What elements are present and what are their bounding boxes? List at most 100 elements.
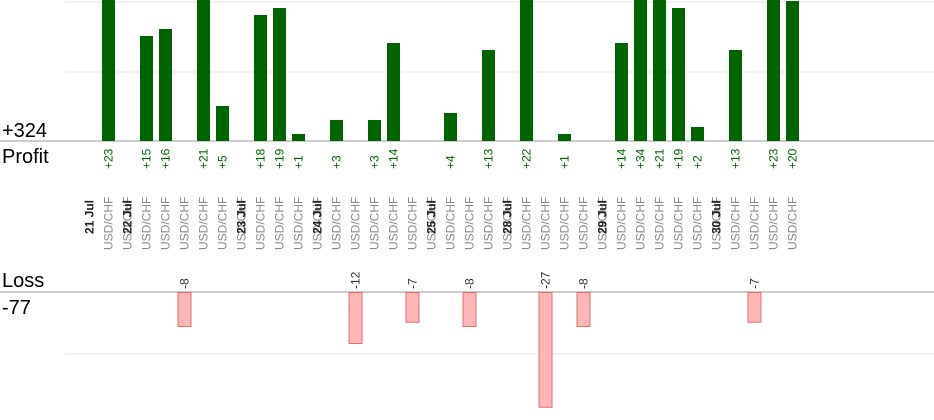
profit-bar xyxy=(387,43,400,141)
pair-label: USD/CHF xyxy=(368,197,382,250)
pair-label: USD/CHF xyxy=(159,197,173,250)
pair-label: USD/CHF xyxy=(330,197,344,250)
loss-label: Loss xyxy=(2,270,44,292)
pair-label: USD/CHF xyxy=(558,197,572,250)
profit-bar xyxy=(653,0,666,141)
pair-label: USD/CHF xyxy=(539,197,553,250)
loss-value-label: -7 xyxy=(748,278,762,289)
pair-label: USD/CHF xyxy=(710,197,724,250)
pair-label: USD/CHF xyxy=(140,197,154,250)
profit-bar xyxy=(254,15,267,141)
profit-bar xyxy=(216,106,229,141)
loss-value-label: -12 xyxy=(349,271,363,289)
pair-label: USD/CHF xyxy=(311,197,325,250)
loss-bar xyxy=(576,292,591,327)
pair-label: USD/CHF xyxy=(672,197,686,250)
profit-bar xyxy=(330,120,343,141)
pair-label: USD/CHF xyxy=(235,197,249,250)
date-label: 25 Jul xyxy=(425,200,439,234)
pair-label: USD/CHF xyxy=(596,197,610,250)
loss-bar xyxy=(747,292,762,323)
pair-label: USD/CHF xyxy=(406,197,420,250)
loss-value-label: -8 xyxy=(463,278,477,289)
profit-bar xyxy=(292,134,305,141)
pair-label: USD/CHF xyxy=(786,197,800,250)
pair-label: USD/CHF xyxy=(520,197,534,250)
profit-value-label: +21 xyxy=(653,148,667,169)
profit-bar xyxy=(691,127,704,141)
loss-bar xyxy=(348,292,363,344)
profit-bar xyxy=(558,134,571,141)
date-label: 23 Jul xyxy=(235,200,249,234)
profit-value-label: +22 xyxy=(520,148,534,169)
profit-bar xyxy=(102,0,115,141)
pair-label: USD/CHF xyxy=(501,197,515,250)
date-label: 21 Jul xyxy=(83,200,97,234)
date-label: 24 Jul xyxy=(311,200,325,234)
profit-value-label: +14 xyxy=(615,148,629,169)
pair-label: USD/CHF xyxy=(634,197,648,250)
loss-bar xyxy=(538,292,553,408)
loss-bar xyxy=(462,292,477,327)
loss-value-label: -8 xyxy=(178,278,192,289)
pair-label: USD/CHF xyxy=(197,197,211,250)
pair-label: USD/CHF xyxy=(292,197,306,250)
pair-label: USD/CHF xyxy=(767,197,781,250)
bars-layer xyxy=(102,0,799,408)
profit-value-label: +13 xyxy=(482,148,496,169)
pair-label: USD/CHF xyxy=(102,197,116,250)
profit-bar xyxy=(159,29,172,141)
profit-value-label: +3 xyxy=(330,155,344,169)
profit-value-label: +19 xyxy=(273,148,287,169)
pair-label: USD/CHF xyxy=(254,197,268,250)
profit-total: +324 xyxy=(2,120,47,142)
profit-bar xyxy=(520,0,533,141)
pair-label: USD/CHF xyxy=(729,197,743,250)
pair-label: USD/CHF xyxy=(216,197,230,250)
loss-value-label: -8 xyxy=(577,278,591,289)
pair-label: USD/CHF xyxy=(425,197,439,250)
profit-value-label: +20 xyxy=(786,148,800,169)
pair-label: USD/CHF xyxy=(349,197,363,250)
profit-value-label: +15 xyxy=(140,148,154,169)
pair-label: USD/CHF xyxy=(178,197,192,250)
profit-value-label: +23 xyxy=(102,148,116,169)
profit-value-label: +3 xyxy=(368,155,382,169)
loss-value-label: -27 xyxy=(539,271,553,289)
profit-bar xyxy=(615,43,628,141)
profit-value-label: +2 xyxy=(691,155,705,169)
profit-value-label: +1 xyxy=(558,155,572,169)
profit-value-label: +5 xyxy=(216,155,230,169)
profit-bar xyxy=(767,0,780,141)
profit-value-label: +18 xyxy=(254,148,268,169)
profit-bar xyxy=(368,120,381,141)
loss-value-label: -7 xyxy=(406,278,420,289)
profit-bar xyxy=(786,1,799,141)
date-label: 30 Jul xyxy=(710,200,724,234)
profit-value-label: +4 xyxy=(444,155,458,169)
pair-label: USD/CHF xyxy=(653,197,667,250)
pair-label: USD/CHF xyxy=(387,197,401,250)
labels-layer: +23 21 Jul USD/CHF USD/CHF +15 22 Jul USD/CHF +… xyxy=(83,148,800,289)
pair-label: USD/CHF xyxy=(121,197,135,250)
pair-label: USD/CHF xyxy=(615,197,629,250)
profit-value-label: +14 xyxy=(387,148,401,169)
profit-value-label: +16 xyxy=(159,148,173,169)
profit-value-label: +19 xyxy=(672,148,686,169)
profit-bar xyxy=(140,36,153,141)
profit-bar xyxy=(729,50,742,141)
pair-label: USD/CHF xyxy=(748,197,762,250)
profit-bar xyxy=(197,0,210,141)
pair-label: USD/CHF xyxy=(482,197,496,250)
loss-bar xyxy=(405,292,420,323)
pair-label: USD/CHF xyxy=(273,197,287,250)
profit-bar xyxy=(634,0,647,141)
profit-bar xyxy=(273,8,286,141)
date-label: 28 Jul xyxy=(501,200,515,234)
profit-value-label: +34 xyxy=(634,148,648,169)
profit-value-label: +1 xyxy=(292,155,306,169)
profit-bar xyxy=(482,50,495,141)
pair-label: USD/CHF xyxy=(577,197,591,250)
pair-label: USD/CHF xyxy=(444,197,458,250)
